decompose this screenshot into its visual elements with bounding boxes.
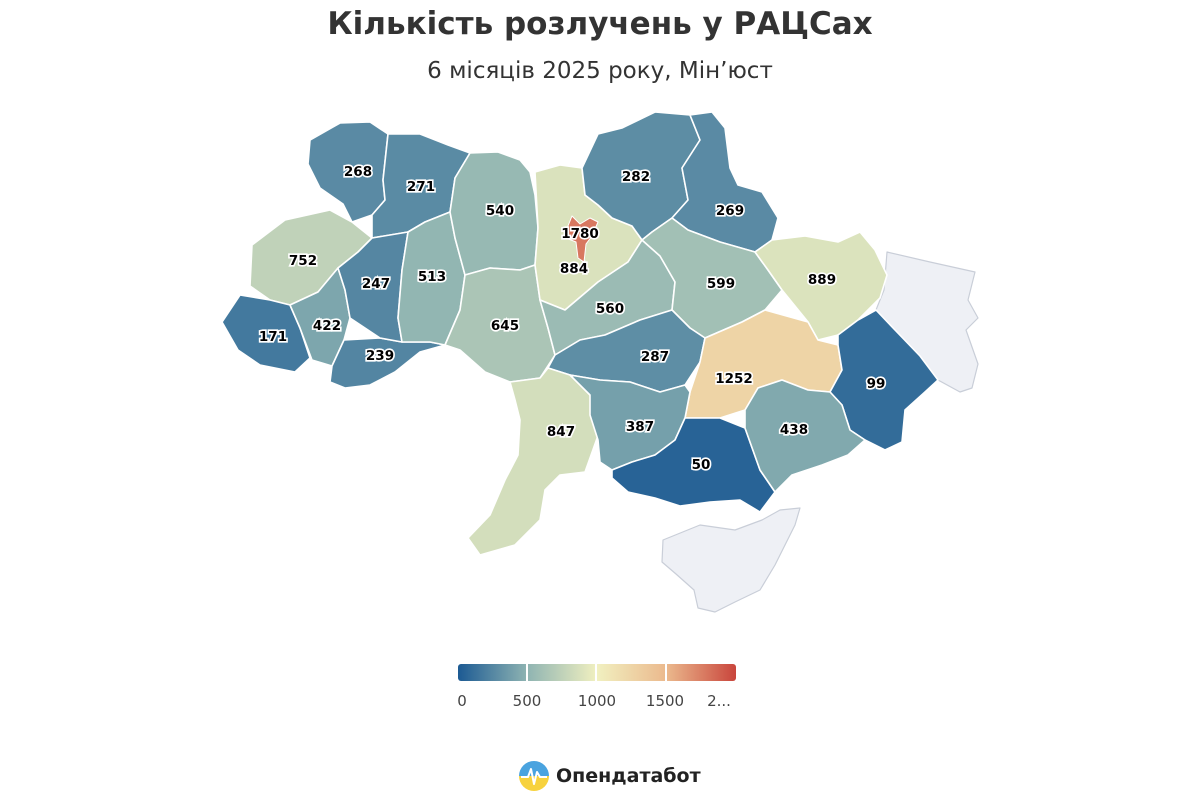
region-vinnytsia[interactable] — [444, 264, 556, 383]
region-value-label: 752 — [289, 253, 317, 269]
region-value-label: 247 — [362, 276, 390, 292]
region-value-label: 422 — [313, 318, 341, 334]
region-crimea[interactable] — [661, 507, 801, 613]
brand-name: Опендатабот — [556, 765, 701, 787]
region-poltava[interactable] — [641, 217, 783, 339]
region-value-label: 645 — [491, 318, 519, 334]
color-scale-bar — [458, 664, 736, 681]
region-value-label: 438 — [780, 422, 808, 438]
region-kyiv-city[interactable] — [565, 215, 599, 263]
legend-tick-label: 1500 — [645, 692, 685, 710]
region-value-label: 884 — [560, 261, 588, 277]
map-subtitle: 6 місяців 2025 року, Мін’юст — [427, 58, 773, 84]
region-chernivtsi[interactable] — [329, 337, 446, 389]
region-kharkiv[interactable] — [754, 231, 888, 341]
map-title: Кількість розлучень у РАЦСах — [327, 6, 873, 42]
legend-divider — [595, 664, 597, 681]
legend-tick-label: 500 — [512, 692, 542, 710]
region-value-label: 540 — [486, 203, 514, 219]
region-value-label: 847 — [547, 424, 575, 440]
region-value-label: 513 — [418, 269, 446, 285]
region-value-label: 287 — [641, 349, 669, 365]
labels-layer: 268 271 540 884 1780 282 269 752 247 513… — [257, 162, 887, 474]
legend-tick-label: 1000 — [577, 692, 617, 710]
region-value-label: 50 — [692, 457, 711, 473]
legend-tick-label: 0 — [457, 692, 467, 710]
regions-layer — [221, 111, 979, 613]
region-value-label: 1780 — [561, 226, 599, 242]
region-value-label: 889 — [808, 272, 836, 288]
region-ivano-frankivsk[interactable] — [289, 267, 351, 367]
region-value-label: 99 — [867, 376, 886, 392]
region-odesa[interactable] — [467, 367, 601, 556]
region-value-label: 268 — [344, 164, 372, 180]
region-value-label: 599 — [707, 276, 735, 292]
region-value-label: 1252 — [715, 371, 753, 387]
region-value-label: 171 — [259, 329, 287, 345]
legend-divider — [526, 664, 528, 681]
region-value-label: 387 — [626, 419, 654, 435]
region-value-label: 271 — [407, 179, 435, 195]
region-donetsk[interactable] — [829, 309, 939, 451]
legend-divider — [665, 664, 667, 681]
region-value-label: 282 — [622, 169, 650, 185]
region-value-label: 560 — [596, 301, 624, 317]
color-scale-legend — [458, 664, 736, 681]
opendatabot-logo-icon — [519, 761, 549, 791]
region-value-label: 239 — [366, 348, 394, 364]
legend-tick-label: 2... — [707, 692, 731, 710]
brand: Опендатабот — [518, 760, 701, 792]
region-value-label: 269 — [716, 203, 744, 219]
region-zaporizhzhia[interactable] — [744, 379, 866, 493]
